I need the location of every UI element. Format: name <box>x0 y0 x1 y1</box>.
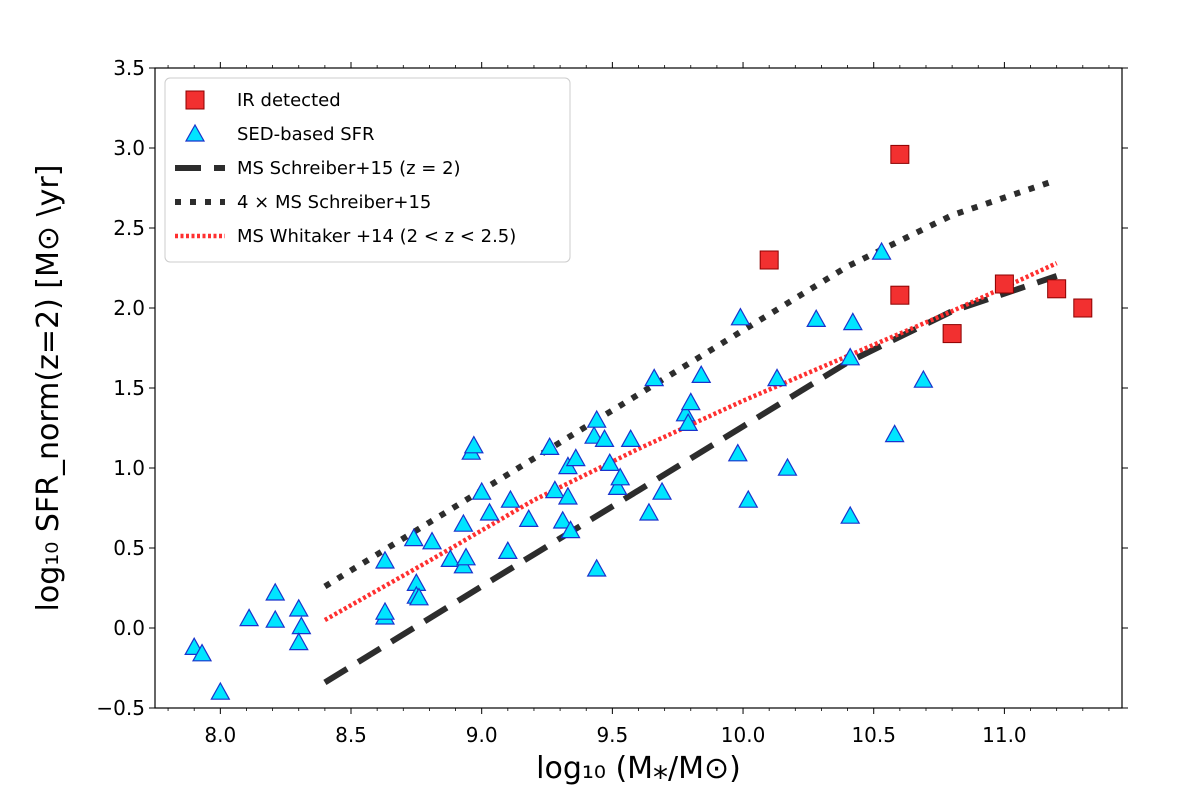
ir-detected-point <box>1073 298 1093 318</box>
sed-sfr-point <box>239 608 260 627</box>
sed-sfr-point <box>497 540 518 560</box>
sed-sfr-point <box>453 513 474 532</box>
sed-sfr-point <box>500 489 521 508</box>
sed-sfr-point <box>265 582 286 601</box>
sed-sfr-point <box>871 241 892 260</box>
sed-sfr-point <box>620 428 641 447</box>
sed-sfr-point <box>210 681 231 700</box>
x-tick-label: 8.5 <box>335 723 367 747</box>
y-tick-label: 0.5 <box>113 536 145 560</box>
series-line-2 <box>323 273 1058 685</box>
sed-sfr-point <box>652 481 673 500</box>
sed-sfr-point <box>291 616 312 635</box>
x-tick-label: 9.0 <box>466 723 498 747</box>
sed-sfr-point <box>840 505 861 524</box>
ir-detected-point <box>890 285 910 305</box>
legend-label: 4 × MS Schreiber+15 <box>237 192 431 213</box>
sed-sfr-point <box>544 480 565 499</box>
sed-sfr-point <box>471 481 492 500</box>
sed-sfr-point <box>678 412 699 431</box>
ir-detected-point <box>759 250 779 270</box>
sed-sfr-point <box>479 502 500 521</box>
y-tick-label: 2.0 <box>113 296 145 320</box>
sed-sfr-point <box>288 598 309 617</box>
x-tick-label: 11.0 <box>982 723 1027 747</box>
series-line-3 <box>323 177 1058 589</box>
sed-sfr-point <box>586 558 607 577</box>
sed-sfr-point <box>552 510 573 529</box>
sed-sfr-point <box>644 368 665 387</box>
y-axis-title: log₁₀ SFR_norm(z=2) [M⊙ \yr] <box>31 165 66 612</box>
sed-sfr-point <box>565 448 586 467</box>
sed-sfr-point <box>680 392 701 411</box>
data-points <box>184 144 1093 700</box>
ir-detected-point <box>890 144 910 164</box>
sed-sfr-point <box>884 424 905 443</box>
sed-sfr-point <box>560 520 581 539</box>
ir-detected-point <box>1047 279 1067 299</box>
sed-sfr-point <box>806 308 827 327</box>
sed-sfr-point <box>440 548 461 568</box>
sed-sfr-point <box>738 489 759 508</box>
sed-sfr-point <box>584 425 605 444</box>
y-tick-label: 3.0 <box>113 136 145 160</box>
x-tick-label: 10.5 <box>851 723 896 747</box>
sed-sfr-point <box>288 632 309 651</box>
sed-sfr-point <box>455 547 477 566</box>
sed-sfr-point <box>913 369 934 388</box>
sed-sfr-point <box>408 587 429 606</box>
sed-sfr-point <box>730 307 751 326</box>
y-tick-label: 0.0 <box>113 616 145 640</box>
y-tick-label: 2.5 <box>113 216 145 240</box>
legend-label: MS Schreiber+15 (z = 2) <box>237 158 461 179</box>
sed-sfr-point <box>557 486 578 505</box>
y-tick-label: 1.5 <box>113 376 145 400</box>
sed-sfr-point <box>727 443 748 462</box>
y-tick-label: −0.5 <box>96 696 145 720</box>
legend-marker-square <box>185 90 205 110</box>
sed-sfr-point <box>638 502 659 521</box>
sed-sfr-point <box>192 643 213 662</box>
sed-sfr-point <box>599 452 620 471</box>
legend-box <box>164 77 571 263</box>
sed-sfr-point <box>766 368 788 387</box>
sed-sfr-point <box>840 347 861 366</box>
sed-sfr-point <box>422 531 443 550</box>
y-tick-label: 3.5 <box>113 56 145 80</box>
sed-sfr-point <box>374 550 396 569</box>
y-tick-label: 1.0 <box>113 456 145 480</box>
ir-detected-point <box>942 324 962 344</box>
legend-label: MS Whitaker +14 (2 < z < 2.5) <box>237 226 516 247</box>
sed-sfr-point <box>374 601 396 620</box>
sed-sfr-point <box>607 476 628 495</box>
sed-sfr-point <box>463 435 484 454</box>
sed-sfr-point <box>403 528 424 547</box>
axes: 8.0 8.5 9.0 9.5 10.0 10.5 11.0 −0.5 0.0 0.5 1.0 1.5… <box>96 56 1128 747</box>
x-axis-title: log₁₀ (M⁎/M⊙) <box>536 751 741 786</box>
x-tick-label: 10.0 <box>721 723 766 747</box>
legend: IR detected SED-based SFR MS Schreiber+15 … <box>164 77 571 263</box>
sed-sfr-point <box>518 508 539 528</box>
ir-detected-point <box>994 274 1014 294</box>
x-tick-label: 8.0 <box>204 723 236 747</box>
sed-sfr-point <box>539 436 560 455</box>
sed-sfr-point <box>610 467 631 486</box>
x-tick-label: 9.5 <box>596 723 628 747</box>
sed-sfr-point <box>777 457 798 476</box>
legend-label: IR detected <box>237 90 341 111</box>
legend-label: SED-based SFR <box>237 124 375 145</box>
legend-marker-triangle <box>184 123 206 142</box>
sed-sfr-point <box>586 409 607 428</box>
sed-sfr-point <box>842 312 863 331</box>
sed-sfr-point <box>265 609 286 628</box>
sed-sfr-point <box>594 428 615 447</box>
sed-sfr-point <box>691 364 712 383</box>
